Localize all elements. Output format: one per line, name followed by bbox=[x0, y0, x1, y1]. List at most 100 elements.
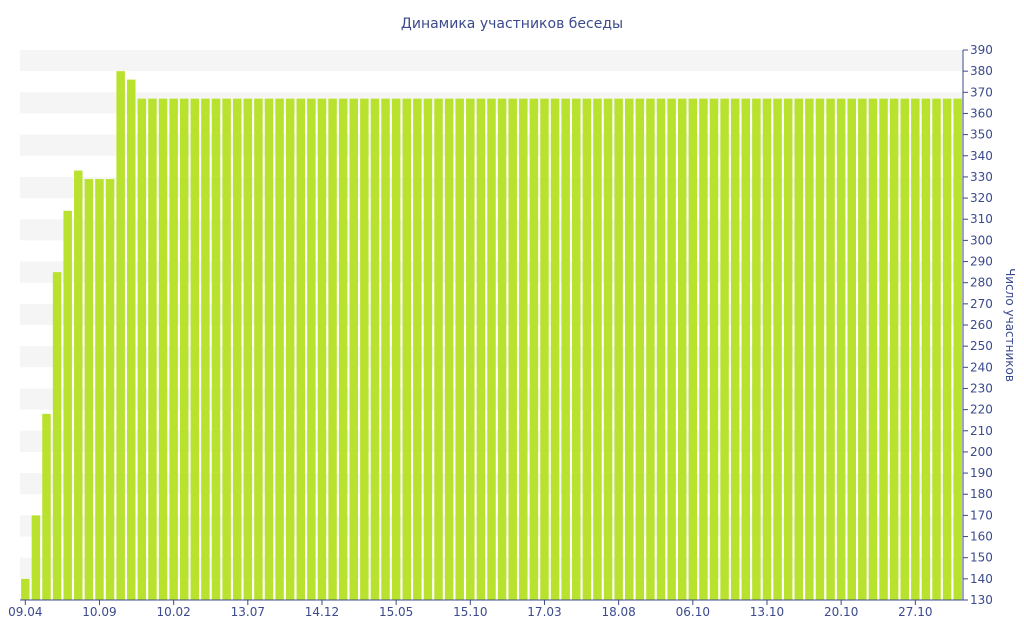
bar bbox=[105, 179, 115, 601]
bar bbox=[328, 98, 337, 601]
bar bbox=[656, 98, 666, 601]
x-tick-label: 27.10 bbox=[898, 605, 932, 619]
bar bbox=[826, 98, 835, 601]
bar bbox=[847, 98, 856, 601]
y-tick-label: 290 bbox=[970, 255, 993, 269]
bar bbox=[413, 98, 422, 601]
y-tick-label: 250 bbox=[970, 339, 993, 353]
y-tick-label: 150 bbox=[970, 551, 993, 565]
bar bbox=[508, 98, 517, 601]
x-tick-label: 10.09 bbox=[82, 605, 116, 619]
y-tick-label: 280 bbox=[970, 276, 993, 290]
bar bbox=[561, 98, 570, 601]
bar bbox=[911, 98, 920, 601]
bar bbox=[391, 98, 401, 601]
bar bbox=[211, 98, 221, 601]
bar bbox=[625, 98, 634, 601]
bar bbox=[762, 98, 772, 601]
bar bbox=[921, 98, 931, 601]
bar bbox=[127, 79, 136, 601]
bar bbox=[868, 98, 878, 601]
bar bbox=[582, 98, 592, 601]
bar bbox=[74, 170, 83, 600]
bar bbox=[677, 98, 687, 601]
bar bbox=[720, 98, 729, 601]
bar bbox=[222, 98, 231, 601]
bar bbox=[264, 98, 274, 601]
bar bbox=[550, 98, 560, 601]
bar bbox=[942, 98, 952, 601]
bar bbox=[466, 98, 475, 601]
x-tick-label: 09.04 bbox=[8, 605, 42, 619]
y-tick-label: 130 bbox=[970, 593, 993, 607]
bar bbox=[254, 98, 263, 601]
bar bbox=[349, 98, 358, 601]
bar bbox=[455, 98, 464, 601]
y-tick-label: 190 bbox=[970, 466, 993, 480]
bar bbox=[635, 98, 645, 601]
bar bbox=[540, 98, 549, 601]
bar bbox=[646, 98, 655, 601]
y-tick-label: 220 bbox=[970, 403, 993, 417]
bar bbox=[783, 98, 793, 601]
bar bbox=[423, 98, 433, 601]
bar bbox=[402, 98, 411, 601]
bar bbox=[932, 98, 941, 601]
bar bbox=[307, 98, 316, 601]
y-tick-label: 340 bbox=[970, 149, 993, 163]
bar bbox=[169, 98, 178, 601]
y-tick-label: 380 bbox=[970, 64, 993, 78]
bar bbox=[794, 98, 804, 601]
bar bbox=[572, 98, 581, 601]
y-axis-label: Число участников bbox=[1003, 268, 1017, 382]
bar bbox=[889, 98, 899, 601]
bar bbox=[275, 98, 284, 601]
y-tick-label: 240 bbox=[970, 360, 993, 374]
bars bbox=[21, 71, 962, 601]
bar bbox=[148, 98, 157, 601]
chart-title: Динамика участников беседы bbox=[401, 16, 623, 32]
y-tick-label: 200 bbox=[970, 445, 993, 459]
bar bbox=[21, 578, 30, 600]
bar bbox=[593, 98, 602, 601]
bar bbox=[296, 98, 306, 601]
y-tick-label: 330 bbox=[970, 170, 993, 184]
bar bbox=[487, 98, 496, 601]
bar bbox=[900, 98, 909, 601]
bar bbox=[190, 98, 200, 601]
x-tick-label: 17.03 bbox=[527, 605, 561, 619]
bar bbox=[699, 98, 708, 601]
bar bbox=[752, 98, 761, 601]
bar bbox=[688, 98, 698, 601]
bar bbox=[529, 98, 539, 601]
bar bbox=[709, 98, 719, 601]
x-tick-label: 18.08 bbox=[601, 605, 635, 619]
grid-band bbox=[20, 50, 963, 72]
bar bbox=[137, 98, 147, 601]
bar bbox=[476, 98, 486, 601]
bar bbox=[201, 98, 210, 601]
y-tick-label: 230 bbox=[970, 381, 993, 395]
y-tick-label: 140 bbox=[970, 572, 993, 586]
x-tick-label: 06.10 bbox=[676, 605, 710, 619]
y-tick-label: 320 bbox=[970, 191, 993, 205]
bar bbox=[63, 210, 72, 600]
y-tick-label: 160 bbox=[970, 530, 993, 544]
bar bbox=[444, 98, 454, 601]
x-ticks: 09.04 10.09 10.02 13.07 14.12 15.05 15.10 17.03… bbox=[8, 600, 932, 619]
bar bbox=[243, 98, 253, 601]
bar bbox=[667, 98, 676, 601]
bar bbox=[381, 98, 390, 601]
bar bbox=[815, 98, 825, 601]
bar bbox=[317, 98, 327, 601]
y-tick-label: 170 bbox=[970, 508, 993, 522]
bar bbox=[95, 179, 104, 601]
x-tick-label: 13.10 bbox=[750, 605, 784, 619]
bar bbox=[158, 98, 168, 601]
bar bbox=[879, 98, 888, 601]
bar bbox=[434, 98, 443, 601]
y-tick-label: 260 bbox=[970, 318, 993, 332]
y-tick-label: 300 bbox=[970, 233, 993, 247]
bar bbox=[497, 98, 507, 601]
